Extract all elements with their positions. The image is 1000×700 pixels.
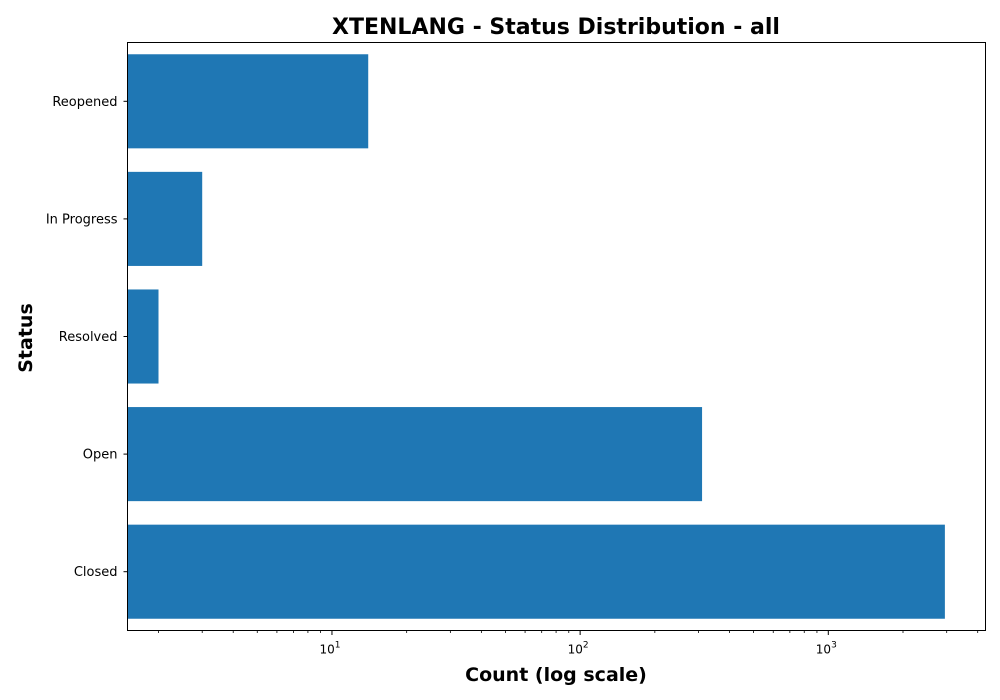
chart-title: XTENLANG - Status Distribution - all	[332, 15, 780, 40]
bar-resolved	[128, 289, 159, 383]
x-tick-label: 102	[568, 641, 589, 657]
y-tick-label: Resolved	[59, 330, 118, 345]
y-tick-label: Reopened	[52, 95, 117, 110]
bar-reopened	[128, 54, 369, 148]
bar-in-progress	[128, 172, 203, 266]
x-tick-label: 101	[319, 641, 340, 657]
y-tick-label: In Progress	[46, 212, 118, 227]
bars-layer	[128, 54, 945, 618]
x-tick-label: 103	[816, 641, 837, 657]
bar-closed	[128, 525, 945, 619]
y-axis-label: Status	[15, 303, 37, 373]
y-tick-label: Closed	[74, 565, 118, 580]
y-tick-label: Open	[83, 448, 118, 463]
x-axis-label: Count (log scale)	[465, 664, 647, 686]
bar-open	[128, 407, 703, 501]
